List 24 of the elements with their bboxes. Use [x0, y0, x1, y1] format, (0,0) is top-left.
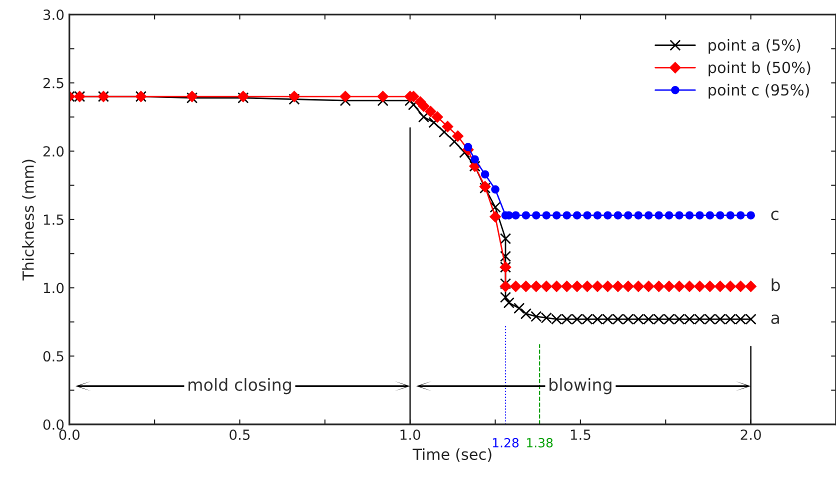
y-tick-label: 1.0 — [44, 282, 64, 294]
y-tick-label: 0.5 — [43, 351, 64, 362]
annotation: b — [772, 278, 780, 292]
y-tick-label: 3.0 — [44, 10, 64, 20]
annotation: mold closing — [188, 378, 291, 394]
x-axis-title: Time (sec) — [412, 448, 492, 462]
annotation: c — [771, 210, 778, 220]
y-tick-label: 1.5 — [44, 214, 64, 225]
y-axis-title: Thickness (mm) — [22, 160, 36, 281]
ref-line-label: 1.28 — [492, 438, 519, 448]
annotation: blowing — [550, 378, 612, 394]
legend-label: point a (5%) — [708, 38, 800, 54]
legend-label: point b (50%) — [708, 61, 810, 76]
x-tick-label: 1.5 — [570, 430, 590, 440]
y-tick-label: 0.0 — [43, 419, 64, 430]
x-tick-label: 0.0 — [59, 429, 80, 440]
x-tick-label: 1.0 — [400, 429, 420, 440]
y-tick-label: 2.5 — [43, 78, 64, 88]
ref-line-label: 1.38 — [527, 438, 553, 448]
annotation: a — [771, 314, 779, 324]
x-tick-label: 2.0 — [740, 429, 761, 440]
x-tick-label: 0.5 — [230, 429, 250, 440]
y-tick-label: 2.0 — [43, 146, 64, 157]
legend-label: point c (95%) — [708, 84, 809, 99]
